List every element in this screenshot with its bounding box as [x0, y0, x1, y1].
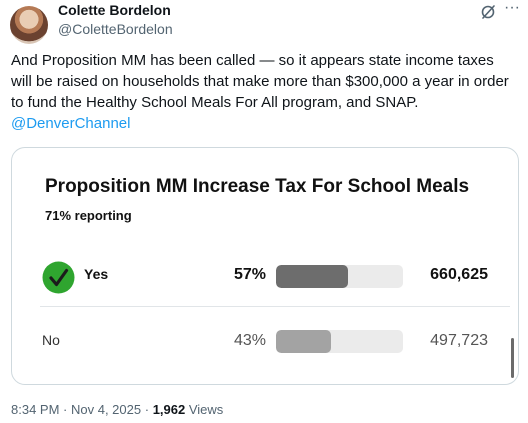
result-bar: [276, 330, 403, 353]
views-label: Views: [188, 402, 224, 417]
card-title: Proposition MM Increase Tax For School M…: [45, 176, 470, 197]
avatar[interactable]: [10, 6, 48, 44]
post-body: And Proposition MM has been called — so …: [11, 50, 516, 134]
result-percent: 57%: [233, 266, 266, 283]
mention-link[interactable]: @DenverChannel: [11, 115, 131, 132]
result-row-yes: Yes 57% 660,625: [12, 256, 518, 296]
result-bar: [276, 265, 403, 288]
reporting-status: 71% reporting: [45, 208, 132, 223]
election-results-card[interactable]: Proposition MM Increase Tax For School M…: [11, 147, 519, 385]
row-divider: [40, 306, 510, 307]
result-label: No: [42, 332, 60, 348]
result-percent: 43%: [233, 332, 266, 349]
views-count: 1,962: [152, 402, 186, 417]
post-meta: 8:34 PM · Nov 4, 2025 · 1,962 Views: [11, 402, 224, 417]
author-name[interactable]: Colette Bordelon: [58, 2, 171, 18]
result-row-no: No 43% 497,723: [12, 320, 518, 360]
post-date[interactable]: Nov 4, 2025: [71, 402, 142, 417]
result-bar-fill: [276, 330, 331, 353]
result-bar-fill: [276, 265, 349, 288]
card-scrollbar[interactable]: [511, 338, 514, 378]
more-icon[interactable]: ···: [504, 0, 520, 16]
post-text: And Proposition MM has been called — so …: [11, 52, 509, 111]
result-votes: 660,625: [430, 266, 488, 283]
grok-icon[interactable]: [480, 4, 496, 20]
result-label: Yes: [84, 266, 109, 282]
check-icon: [42, 261, 75, 294]
result-votes: 497,723: [430, 332, 488, 349]
post-time[interactable]: 8:34 PM: [11, 402, 60, 417]
author-handle[interactable]: @ColetteBordelon: [58, 21, 173, 37]
